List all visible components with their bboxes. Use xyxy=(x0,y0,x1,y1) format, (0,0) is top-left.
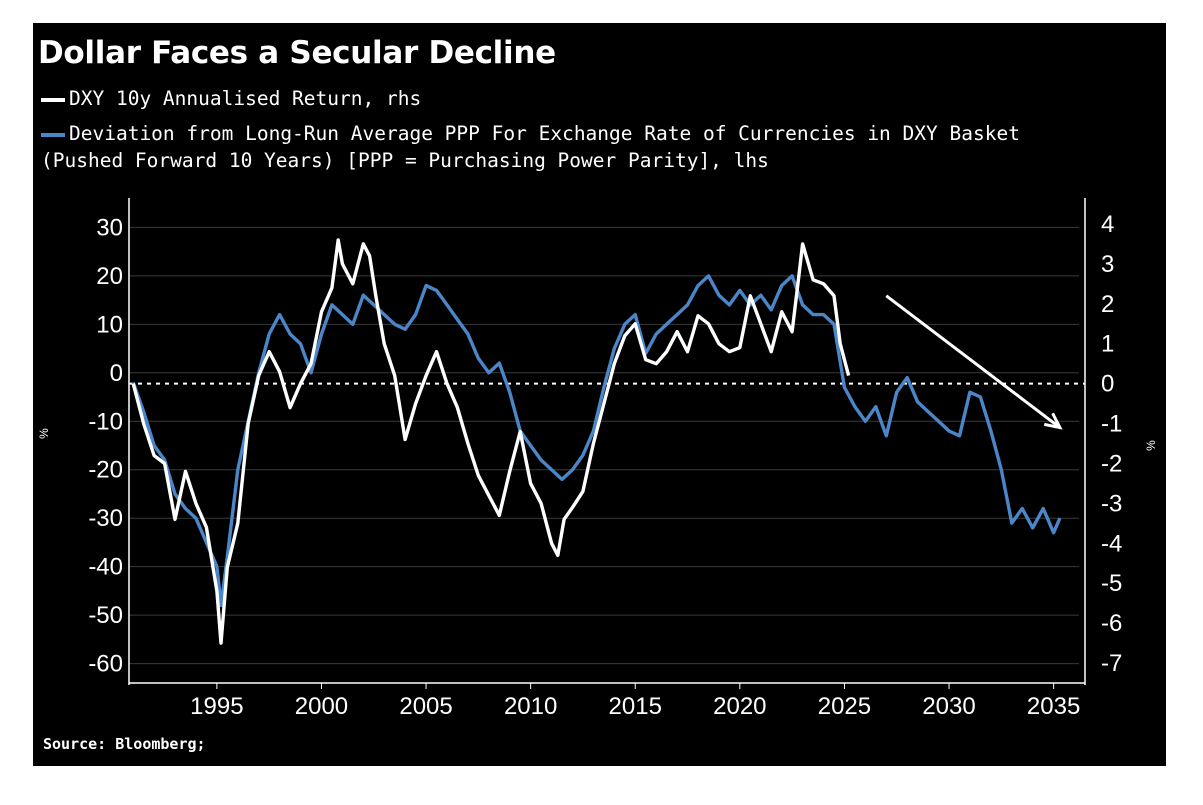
chart-panel: Dollar Faces a Secular Decline DXY 10y A… xyxy=(33,23,1166,766)
y-left-tick-label: 20 xyxy=(96,263,123,290)
y-right-tick-label: -7 xyxy=(1101,650,1122,677)
y-right-tick-label: -3 xyxy=(1101,490,1122,517)
y-left-tick-label: 30 xyxy=(96,214,123,241)
y-left-tick-label: -50 xyxy=(88,602,123,629)
legend-blue-label-line2: (Pushed Forward 10 Years) [PPP = Purchas… xyxy=(41,149,769,172)
legend-white-label: DXY 10y Annualised Return, rhs xyxy=(69,87,422,110)
x-tick-label: 2025 xyxy=(818,693,871,720)
y-right-tick-label: -1 xyxy=(1101,411,1122,438)
y-left-tick-label: -60 xyxy=(88,651,123,678)
y-right-tick-label: 4 xyxy=(1101,211,1114,238)
y-left-tick-label: -30 xyxy=(88,505,123,532)
y-right-tick-label: -6 xyxy=(1101,610,1122,637)
source-note: Source: Bloomberg; xyxy=(43,735,206,753)
legend-blue-series: Deviation from Long-Run Average PPP For … xyxy=(41,122,1020,145)
x-tick-label: 2020 xyxy=(713,693,766,720)
trend-arrow-head xyxy=(1043,412,1063,430)
y-right-tick-label: -4 xyxy=(1101,530,1122,557)
y-left-tick-label: 10 xyxy=(96,311,123,338)
x-tick-label: 2030 xyxy=(922,693,975,720)
series-ppp-deviation-line xyxy=(131,274,1062,608)
x-tick-label: 2000 xyxy=(295,693,348,720)
x-tick-label: 2010 xyxy=(504,693,557,720)
y-left-tick-label: -10 xyxy=(88,408,123,435)
series-layer xyxy=(129,238,1085,645)
gridlines xyxy=(129,226,1079,665)
y-right-tick-label: 0 xyxy=(1101,371,1114,398)
y-left-tick-label: -40 xyxy=(88,554,123,581)
y-right-unit-marker: % xyxy=(1144,440,1158,451)
chart-title: Dollar Faces a Secular Decline xyxy=(38,35,556,71)
legend-blue-series-line2: (Pushed Forward 10 Years) [PPP = Purchas… xyxy=(41,149,769,172)
y-right-tick-label: -5 xyxy=(1101,570,1122,597)
y-left-unit-marker: % xyxy=(37,428,51,439)
legend-blue-label-line1: Deviation from Long-Run Average PPP For … xyxy=(69,122,1020,145)
axes xyxy=(128,198,1086,689)
x-tick-label: 2015 xyxy=(609,693,662,720)
legend-white-swatch xyxy=(41,97,65,102)
x-tick-label: 2005 xyxy=(399,693,452,720)
legend-blue-swatch xyxy=(41,132,65,137)
y-left-tick-label: -20 xyxy=(88,457,123,484)
y-right-tick-label: 3 xyxy=(1101,251,1114,278)
legend-white-series: DXY 10y Annualised Return, rhs xyxy=(41,87,421,110)
y-right-tick-label: 1 xyxy=(1101,331,1114,358)
tick-labels: 3020100-10-20-30-40-50-6043210-1-2-3-4-5… xyxy=(37,211,1158,720)
line-chart: 3020100-10-20-30-40-50-6043210-1-2-3-4-5… xyxy=(37,198,1158,720)
trend-arrow xyxy=(885,294,1061,429)
x-tick-label: 2035 xyxy=(1027,693,1080,720)
y-right-tick-label: -2 xyxy=(1101,450,1122,477)
series-dxy-return-line xyxy=(131,238,851,645)
y-right-tick-label: 2 xyxy=(1101,291,1114,318)
y-left-tick-label: 0 xyxy=(110,360,123,387)
x-tick-label: 1995 xyxy=(190,693,243,720)
